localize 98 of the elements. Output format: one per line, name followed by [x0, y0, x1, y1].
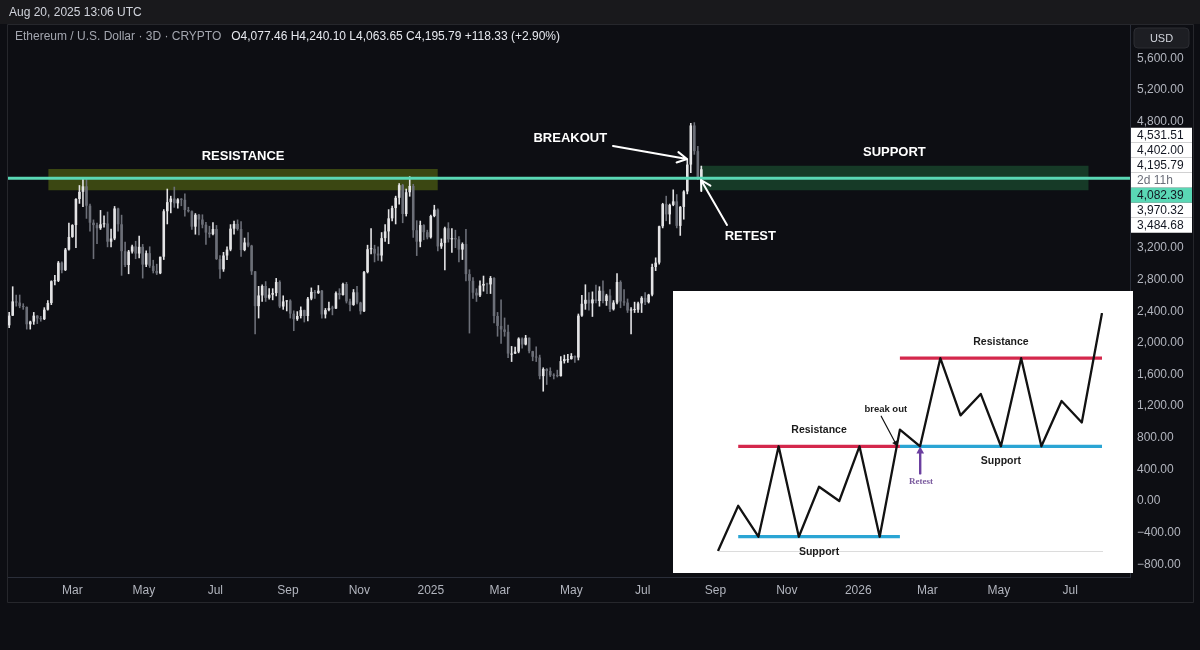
y-tick-label: −800.00	[1137, 556, 1182, 571]
candlestick	[303, 309, 306, 323]
candlestick	[141, 244, 144, 279]
y-axis-title: USD	[1149, 31, 1174, 44]
text: Aug 20, 2025 13:06 UTC	[9, 5, 143, 20]
candlestick	[39, 316, 43, 322]
text: 4,531.51	[1137, 128, 1185, 143]
candlestick	[106, 211, 109, 248]
y-tick-label: 400.00	[1137, 461, 1175, 476]
candlestick	[619, 280, 622, 309]
candlestick	[120, 214, 123, 276]
text: 4,195.79	[1137, 158, 1185, 173]
x-tick-label: Jul	[1062, 582, 1078, 597]
x-tick-label: Sep	[277, 582, 299, 597]
candlestick	[489, 276, 492, 294]
x-tick-label: 2025	[417, 582, 445, 597]
y-tick-label: 2,800.00	[1137, 271, 1185, 286]
series-label: Support	[798, 544, 840, 557]
candlestick	[598, 286, 601, 307]
text: 4,402.00	[1137, 143, 1185, 158]
y-tick-label: 5,200.00	[1137, 82, 1185, 97]
candlestick	[594, 284, 598, 304]
candlestick	[693, 122, 696, 155]
text: 3,970.32	[1137, 203, 1185, 218]
candlestick	[387, 209, 390, 245]
y-tick-label: 3,200.00	[1137, 240, 1185, 255]
ref-line-label: 4,082.39	[1137, 188, 1185, 203]
x-tick-label: Jul	[207, 582, 223, 597]
annotation: BREAKOUT	[533, 130, 608, 146]
candlestick	[447, 222, 450, 243]
candlestick	[173, 186, 176, 208]
x-tick-label: May	[987, 582, 1011, 597]
band-label: RESISTANCE	[201, 147, 285, 163]
candlestick	[545, 368, 549, 385]
candlestick	[541, 367, 545, 392]
candlestick	[317, 285, 320, 294]
annotation: RETEST	[724, 228, 777, 244]
series-label: Support	[980, 454, 1022, 467]
candlestick	[134, 240, 137, 260]
y-tick-label: −400.00	[1137, 525, 1182, 540]
band-label: SUPPORT	[862, 144, 926, 160]
chart-title: Ethereum / U.S. Dollar · 3D · CRYPTO	[15, 29, 222, 44]
candlestick	[510, 346, 513, 362]
candlestick	[517, 337, 520, 354]
x-tick-label: Nov	[348, 582, 371, 597]
candlestick	[555, 369, 559, 378]
x-tick-label: Nov	[776, 582, 798, 597]
annotation: break out	[864, 402, 908, 414]
candlestick	[295, 311, 299, 321]
y-tick-label: 0.00	[1137, 493, 1161, 508]
text: 2d 11h	[1137, 173, 1173, 188]
candlestick	[524, 335, 527, 346]
candlestick	[194, 213, 197, 235]
x-tick-label: May	[560, 582, 583, 597]
x-tick-label: Mar	[917, 582, 938, 597]
candlestick	[591, 291, 594, 317]
y-tick-label: 800.00	[1137, 430, 1175, 445]
series-label: Resistance	[791, 423, 847, 436]
candlestick	[264, 281, 267, 302]
candlestick	[99, 210, 102, 230]
x-tick-label: Jul	[635, 582, 651, 597]
candlestick	[257, 285, 260, 319]
candlestick	[127, 249, 130, 275]
candlestick	[661, 202, 664, 229]
y-tick-label: 2,400.00	[1137, 303, 1185, 318]
candlestick	[338, 288, 341, 300]
candlestick	[461, 242, 464, 260]
candlestick	[14, 294, 18, 307]
x-tick-label: Mar	[62, 582, 83, 597]
candlestick	[64, 248, 67, 271]
x-tick-label: Sep	[704, 582, 727, 597]
y-tick-label: 1,600.00	[1137, 366, 1185, 381]
candlestick	[633, 301, 636, 313]
candlestick	[373, 244, 376, 263]
series-label: Resistance	[973, 335, 1029, 348]
chart-subtitle: O4,077.46 H4,240.10 L4,063.65 C4,195.79 +118.33 (+2.90%)	[231, 29, 560, 44]
candlestick	[57, 261, 60, 283]
candlestick	[640, 296, 643, 313]
candlestick	[573, 355, 577, 363]
y-tick-label: 2,000.00	[1137, 335, 1185, 350]
y-tick-label: 4,800.00	[1137, 113, 1185, 128]
y-tick-label: 1,200.00	[1137, 398, 1185, 413]
candlestick	[331, 305, 334, 316]
x-tick-label: Mar	[489, 582, 511, 597]
text: 3,484.68	[1137, 218, 1185, 233]
candlestick	[605, 293, 608, 306]
x-tick-label: May	[132, 582, 156, 597]
candlestick	[352, 289, 355, 306]
candlestick	[570, 353, 573, 360]
candlestick	[18, 294, 22, 309]
x-tick-label: 2026	[844, 582, 872, 597]
candlestick	[278, 280, 282, 309]
y-tick-label: 5,600.00	[1137, 50, 1185, 65]
candlestick	[43, 307, 46, 320]
annotation: Retest	[909, 475, 934, 486]
candlestick	[155, 263, 159, 275]
candlestick	[243, 237, 246, 252]
candlestick	[401, 183, 404, 224]
